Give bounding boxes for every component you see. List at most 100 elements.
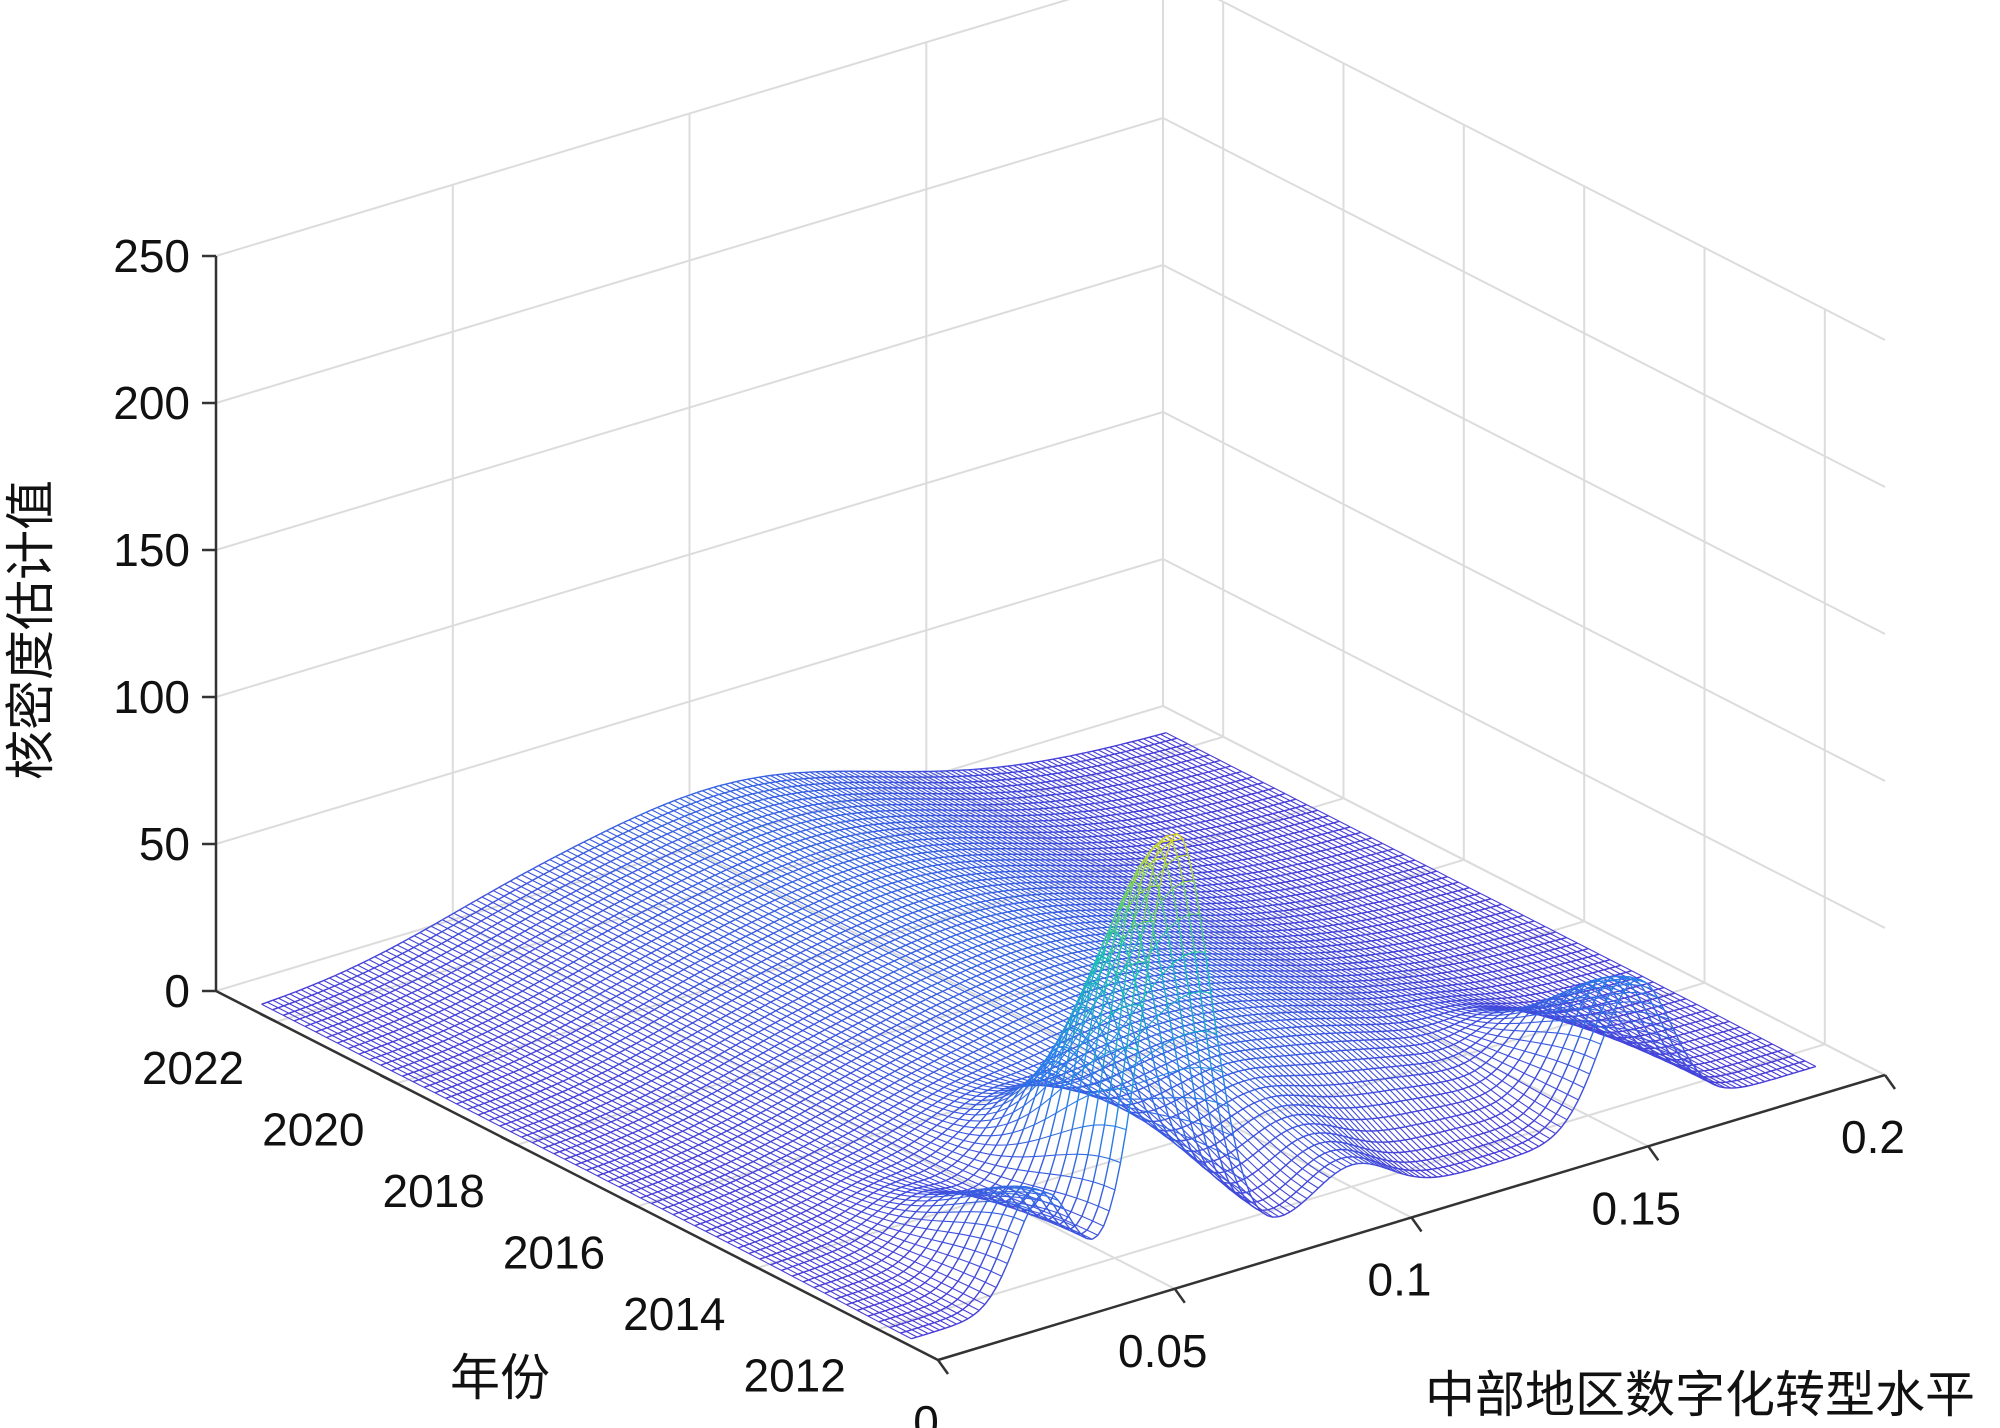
- mesh-segment: [1085, 766, 1092, 769]
- mesh-segment: [1212, 785, 1219, 789]
- mesh-segment: [857, 805, 869, 813]
- mesh-segment: [696, 905, 709, 912]
- mesh-segment: [430, 1063, 437, 1067]
- mesh-segment: [1104, 815, 1117, 822]
- mesh-segment: [1063, 764, 1075, 771]
- mesh-segment: [1086, 758, 1093, 762]
- mesh-segment: [379, 975, 391, 983]
- mesh-segment: [992, 815, 1004, 822]
- mesh-segment: [786, 873, 799, 880]
- mesh-segment: [1212, 795, 1224, 802]
- mesh-segment: [832, 845, 839, 849]
- mesh-segment: [1086, 750, 1093, 754]
- mesh-segment: [786, 773, 799, 780]
- mesh-segment: [648, 886, 660, 893]
- mesh-segment: [1245, 801, 1252, 805]
- mesh-segment: [899, 847, 906, 850]
- mesh-segment: [558, 899, 571, 907]
- mesh-segment: [373, 967, 386, 974]
- mesh-segment: [781, 863, 788, 867]
- mesh-segment: [655, 849, 667, 857]
- mesh-segment: [461, 977, 474, 985]
- mesh-segment: [894, 842, 906, 849]
- mesh-segment: [413, 1062, 426, 1069]
- mesh-segment: [589, 948, 597, 954]
- mesh-segment: [345, 977, 352, 982]
- mesh-segment: [933, 776, 945, 784]
- mesh-segment: [692, 871, 700, 876]
- mesh-segment: [576, 1003, 584, 1008]
- mesh-segment: [612, 935, 619, 941]
- mesh-segment: [399, 1005, 406, 1010]
- mesh-segment: [956, 831, 969, 839]
- mesh-segment: [571, 994, 578, 999]
- mesh-segment: [652, 905, 665, 913]
- mesh-segment: [1161, 806, 1173, 813]
- mesh-segment: [351, 964, 358, 969]
- mesh-segment: [1188, 824, 1200, 831]
- mesh-segment: [758, 776, 771, 784]
- mesh-segment: [1274, 787, 1286, 795]
- mesh-segment: [956, 776, 968, 783]
- mesh-segment: [1040, 768, 1053, 775]
- mesh-segment: [1015, 809, 1027, 816]
- mesh-segment: [581, 898, 593, 906]
- mesh-segment: [721, 850, 733, 858]
- mesh-segment: [545, 950, 553, 955]
- mesh-segment: [468, 947, 475, 953]
- mesh-segment: [701, 799, 714, 807]
- mesh-segment: [452, 1066, 464, 1074]
- mesh-segment: [339, 983, 352, 990]
- mesh-segment: [518, 958, 530, 965]
- mesh-segment: [879, 816, 891, 824]
- mesh-segment: [729, 806, 736, 810]
- mesh-segment: [1073, 784, 1085, 792]
- mesh-segment: [386, 1053, 398, 1060]
- mesh-segment: [410, 1011, 417, 1015]
- mesh-segment: [525, 1033, 538, 1041]
- mesh-segment: [826, 865, 833, 870]
- mesh-segment: [1111, 792, 1124, 800]
- mesh-segment: [733, 823, 740, 827]
- mesh-segment: [835, 801, 847, 808]
- mesh-segment: [710, 842, 717, 847]
- mesh-segment: [607, 930, 619, 937]
- mesh-segment: [1027, 796, 1040, 804]
- mesh-segment: [409, 1031, 416, 1036]
- mesh-segment: [826, 856, 833, 860]
- mesh-segment: [981, 809, 993, 817]
- mesh-segment: [492, 886, 500, 892]
- mesh-segment: [619, 897, 627, 903]
- mesh-segment: [1223, 799, 1230, 802]
- mesh-segment: [602, 918, 609, 923]
- mesh-segment: [648, 860, 656, 865]
- mesh-segment: [793, 861, 805, 868]
- mesh-segment: [970, 809, 982, 817]
- mesh-segment: [1205, 819, 1212, 822]
- mesh-segment: [1131, 749, 1143, 757]
- mesh-segment: [911, 840, 923, 847]
- mesh-segment: [1118, 783, 1125, 786]
- mesh-segment: [1147, 762, 1159, 769]
- mesh-segment: [436, 1063, 448, 1070]
- mesh-segment: [725, 880, 738, 887]
- mesh-segment: [712, 812, 719, 816]
- mesh-segment: [605, 838, 612, 843]
- mesh-segment: [589, 972, 596, 978]
- mesh-segment: [638, 846, 650, 854]
- mesh-segment: [638, 967, 646, 972]
- mesh-segment: [1199, 829, 1211, 837]
- mesh-segment: [1143, 831, 1155, 838]
- mesh-segment: [1036, 831, 1048, 839]
- mesh-segment: [444, 1006, 451, 1011]
- mesh-segment: [831, 865, 844, 873]
- mesh-segment: [1090, 773, 1097, 776]
- mesh-segment: [836, 880, 843, 885]
- mesh-segment: [499, 1011, 506, 1016]
- mesh-segment: [874, 804, 886, 812]
- mesh-segment: [548, 1030, 555, 1035]
- mesh-segment: [606, 827, 613, 832]
- mesh-segment: [1178, 803, 1190, 810]
- mesh-segment: [771, 847, 778, 852]
- mesh-segment: [1230, 765, 1243, 772]
